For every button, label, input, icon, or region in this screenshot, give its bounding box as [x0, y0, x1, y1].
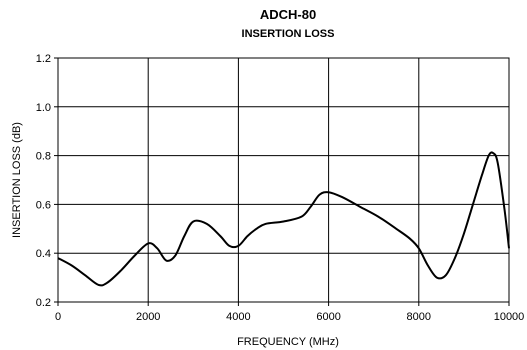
x-tick-label: 4000 — [226, 311, 250, 323]
y-axis-label: INSERTION LOSS (dB) — [11, 122, 23, 238]
grid — [54, 57, 510, 306]
x-axis-label: FREQUENCY (MHz) — [237, 336, 339, 348]
x-tick-label: 2000 — [136, 311, 160, 323]
chart-subtitle: INSERTION LOSS — [242, 28, 335, 40]
x-tick-label: 6000 — [316, 311, 340, 323]
y-tick-label: 1.2 — [36, 53, 51, 65]
y-tick-label: 0.4 — [36, 248, 51, 260]
x-axis-ticks: 0 2000 4000 6000 8000 10000 — [55, 311, 524, 323]
x-tick-label: 0 — [55, 311, 61, 323]
y-axis-ticks: 0.2 0.4 0.6 0.8 1.0 1.2 — [36, 53, 51, 309]
series-line — [57, 151, 510, 287]
x-tick-label: 8000 — [407, 311, 431, 323]
y-tick-label: 0.6 — [36, 199, 51, 211]
x-tick-label: 10000 — [494, 311, 525, 323]
y-tick-label: 0.2 — [36, 297, 51, 309]
chart-title: ADCH-80 — [260, 7, 316, 22]
y-tick-label: 0.8 — [36, 151, 51, 163]
y-tick-label: 1.0 — [36, 102, 51, 114]
plot-frame — [57, 57, 510, 303]
